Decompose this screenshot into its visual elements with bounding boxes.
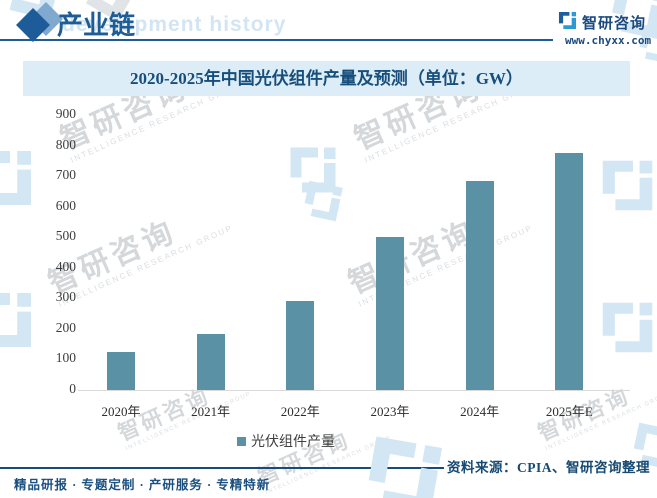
header-divider: [0, 39, 553, 41]
watermark-logo-icon: [0, 148, 34, 213]
watermark-logo-icon: [0, 290, 34, 355]
section-title: 产业链: [57, 11, 136, 40]
watermark-text: 智研咨询 INTELLIGENCE RESEARCH GROUP: [52, 41, 247, 165]
x-axis-label: 2023年: [370, 404, 410, 419]
y-axis-tick-label: 500: [55, 228, 76, 244]
y-axis-tick-label: 700: [55, 167, 76, 183]
legend-label: 光伏组件产量: [251, 435, 335, 450]
bar-2020年: [107, 351, 135, 390]
x-axis-line: [78, 390, 630, 391]
y-axis-tick-label: 800: [55, 136, 76, 152]
legend-marker-icon: [237, 436, 246, 446]
chart-title: 2020-2025年中国光伏组件产量及预测（单位：GW）: [130, 69, 523, 88]
y-axis-tick-label: 400: [55, 258, 76, 274]
y-axis-tick-label: 200: [55, 319, 76, 335]
watermark-logo-icon: [360, 432, 447, 498]
y-axis-tick-label: 0: [69, 381, 76, 396]
x-axis-label: 2022年: [280, 404, 320, 419]
data-source-note: 资料来源：CPIA、智研咨询整理: [447, 460, 650, 475]
watermark-text: 智研咨询 INTELLIGENCE RESEARCH GROUP: [346, 41, 541, 165]
watermark-text-en: INTELLIGENCE RESEARCH GROUP: [544, 389, 657, 452]
watermark-text-cn: 智研咨询: [55, 70, 194, 157]
watermark-text-cn: 智研咨询: [349, 70, 488, 157]
watermark-logo-icon: [600, 300, 655, 360]
y-axis-tick-label: 600: [55, 197, 76, 213]
y-axis-tick-label: 100: [55, 350, 76, 366]
bar-2022年: [286, 301, 315, 390]
watermark-text-en: INTELLIGENCE RESEARCH GROUP: [124, 389, 252, 452]
bar-2025年E: [555, 153, 584, 390]
bar-2024年: [465, 180, 494, 390]
brand-name: 智研咨询: [582, 16, 647, 32]
bar-2021年: [196, 334, 225, 390]
bar-2023年: [375, 237, 404, 390]
x-axis-label: 2020年: [101, 404, 141, 419]
x-axis-label: 2021年: [191, 404, 231, 419]
watermark-text-cn: 智研咨询: [343, 214, 482, 301]
footer-tagline: 精品研报 · 专题定制 · 产研服务 · 专精特新: [14, 478, 271, 492]
brand-logo-icon: [558, 11, 577, 30]
x-axis-label: 2024年: [460, 404, 500, 419]
chart-legend: 光伏组件产量: [237, 431, 335, 451]
watermark-text-en: INTELLIGENCE RESEARCH GROUP: [57, 223, 235, 309]
chart-title-band: 2020-2025年中国光伏组件产量及预测（单位：GW）: [23, 61, 630, 96]
watermark-text: 智研咨询 INTELLIGENCE RESEARCH GROUP: [340, 185, 535, 309]
watermark-logo-icon: [288, 145, 338, 200]
y-axis-tick-label: 300: [55, 289, 76, 305]
brand-url-link[interactable]: www.chyxx.com: [565, 34, 652, 47]
x-axis-label: 2025年E: [545, 404, 593, 419]
footer-divider: [0, 467, 444, 469]
watermark-logo-icon: [299, 179, 345, 229]
watermark-logo-icon: [600, 158, 655, 218]
y-axis-tick-label: 900: [55, 106, 76, 121]
